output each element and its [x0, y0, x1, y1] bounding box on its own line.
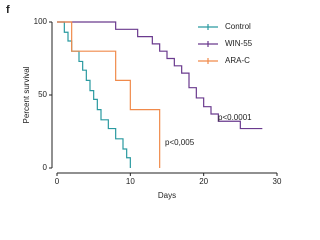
x-tick-label: 10	[126, 177, 135, 186]
legend-label: Control	[225, 22, 251, 31]
annotation: p<0.0001	[218, 113, 252, 122]
chart: f Days Percent survival 0 50 100 0 10 20 30 Con…	[6, 4, 282, 200]
panel-label: f	[6, 4, 10, 16]
y-tick-label: 0	[43, 163, 48, 172]
x-tick-label: 0	[55, 177, 60, 186]
survival-line	[57, 21, 161, 168]
y-tick-label: 100	[34, 17, 48, 26]
survival-line	[57, 21, 263, 130]
x-tick-label: 20	[199, 177, 208, 186]
survival-line	[57, 21, 131, 168]
legend-label: ARA-C	[225, 56, 250, 65]
annotation: p<0,005	[165, 138, 195, 147]
x-axis-label: Days	[158, 191, 176, 200]
x-tick-label: 30	[273, 177, 282, 186]
y-tick-label: 50	[38, 90, 47, 99]
legend-label: WIN-55	[225, 39, 253, 48]
y-axis-label: Percent survival	[22, 66, 31, 123]
